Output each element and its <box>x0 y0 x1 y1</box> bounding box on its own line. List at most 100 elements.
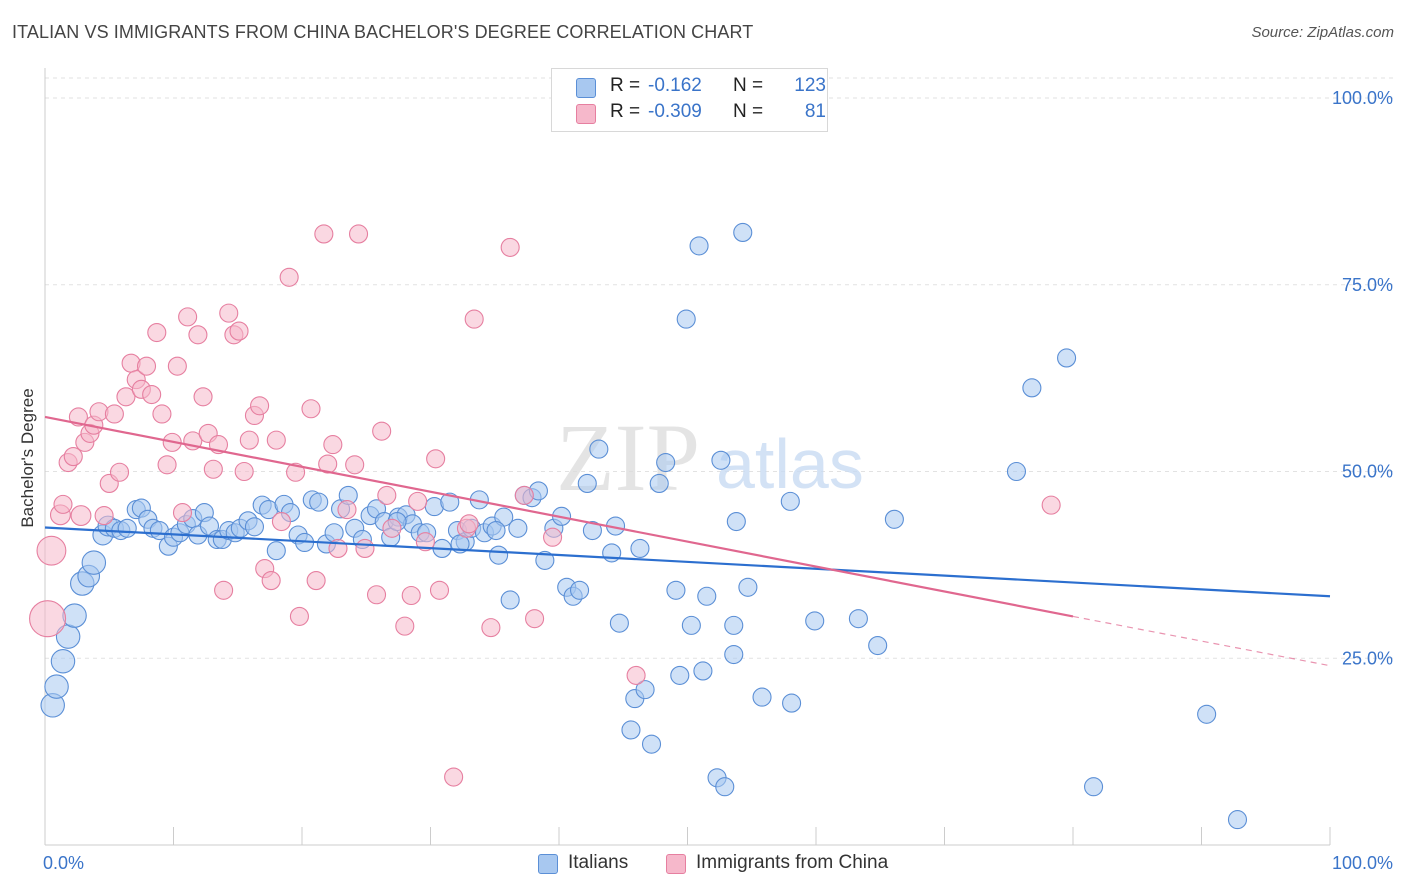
italians-point <box>649 473 669 494</box>
italians-point <box>535 550 555 570</box>
china-point <box>286 462 306 482</box>
china-swatch <box>576 104 596 124</box>
china-point <box>94 506 114 526</box>
china-point <box>306 571 326 591</box>
china-point <box>121 353 141 373</box>
china-point <box>372 421 392 441</box>
china-point <box>401 585 421 606</box>
italians-point <box>486 520 506 541</box>
china-point <box>203 459 223 479</box>
china-point <box>104 404 124 424</box>
series-legend: Italians Immigrants from China <box>0 851 1406 879</box>
n-value: 81 <box>804 101 826 122</box>
axis-labels: 25.0% 50.0% 75.0% 100.0% 0.0% 100.0% Bachelor'… <box>18 88 1393 873</box>
italians-point <box>666 580 686 600</box>
italians-point <box>50 648 76 674</box>
italians-point <box>868 636 888 656</box>
italians-point <box>676 309 696 329</box>
china-point <box>543 527 563 547</box>
trend-lines <box>44 415 1331 667</box>
italians-point <box>711 450 731 470</box>
watermark: ZIP atlas <box>556 404 864 511</box>
italians-point <box>635 680 655 700</box>
italians-point <box>848 609 868 629</box>
china-trend-line <box>44 415 1074 618</box>
china-point <box>239 430 259 450</box>
china-point <box>1041 495 1061 515</box>
china-point <box>289 606 309 626</box>
y-tick-label: 50.0% <box>1342 462 1393 482</box>
china-point <box>481 618 501 638</box>
italians-point <box>1006 461 1027 482</box>
x-tick-label-max: 100.0% <box>1332 853 1393 873</box>
china-point <box>464 309 484 329</box>
china-point <box>355 538 375 558</box>
grid-lines <box>45 77 1395 659</box>
italians-swatch <box>538 854 558 874</box>
china-point <box>214 580 234 600</box>
china-point <box>426 449 446 469</box>
china-point <box>63 447 83 467</box>
china-point <box>395 616 415 636</box>
italians-point <box>693 661 713 681</box>
axes <box>44 68 1331 846</box>
italians-point <box>752 687 772 707</box>
italians-point <box>62 603 87 628</box>
china-point <box>70 505 92 527</box>
italians-point <box>724 615 744 635</box>
china-point <box>116 387 136 407</box>
italians-point <box>44 674 69 699</box>
italians-point <box>500 590 520 610</box>
china-point <box>500 237 520 257</box>
r-value: -0.309 <box>648 101 702 122</box>
r-label: R = <box>610 75 641 96</box>
china-point <box>188 325 208 345</box>
italians-point <box>577 473 597 494</box>
china-point <box>514 485 534 505</box>
china-point <box>345 455 365 475</box>
source-credit: Source: ZipAtlas.com <box>1251 24 1394 41</box>
china-point <box>301 399 321 419</box>
italians-point <box>582 520 602 541</box>
watermark-atlas: atlas <box>716 425 864 503</box>
china-point <box>366 585 387 605</box>
china-point <box>377 485 397 505</box>
china-point <box>229 321 249 341</box>
italians-point <box>508 518 528 538</box>
n-label: N = <box>733 75 764 96</box>
italians-point <box>738 577 758 597</box>
italians-point <box>1084 777 1104 797</box>
italians-point <box>244 517 265 537</box>
china-point <box>525 609 545 629</box>
italians-point <box>1057 348 1077 368</box>
n-label: N = <box>733 101 764 122</box>
italians-swatch <box>576 78 596 98</box>
china-point <box>29 600 67 638</box>
legend-label-china: Immigrants from China <box>696 852 889 873</box>
china-point <box>348 224 369 244</box>
china-point <box>147 323 167 343</box>
china-point <box>219 303 239 323</box>
italians-point <box>309 492 329 512</box>
china-point <box>178 307 198 327</box>
italians-point <box>324 523 344 543</box>
y-axis-label: Bachelor's Degree <box>18 388 37 527</box>
china-point <box>382 518 402 538</box>
italians-point <box>489 545 509 565</box>
r-value: -0.162 <box>648 75 702 96</box>
y-tick-label: 100.0% <box>1332 88 1393 108</box>
italians-point <box>697 586 717 606</box>
china-point <box>53 494 73 514</box>
italians-point <box>670 665 690 685</box>
italians-point <box>689 236 709 256</box>
series-china-points <box>29 224 1061 787</box>
china-point <box>152 404 172 424</box>
italians-point <box>1022 378 1042 398</box>
italians-point <box>621 720 641 740</box>
china-point <box>459 514 479 534</box>
italians-point <box>440 492 460 512</box>
china-point <box>626 665 646 685</box>
x-tick-label-min: 0.0% <box>43 853 84 873</box>
italians-point <box>117 518 137 538</box>
